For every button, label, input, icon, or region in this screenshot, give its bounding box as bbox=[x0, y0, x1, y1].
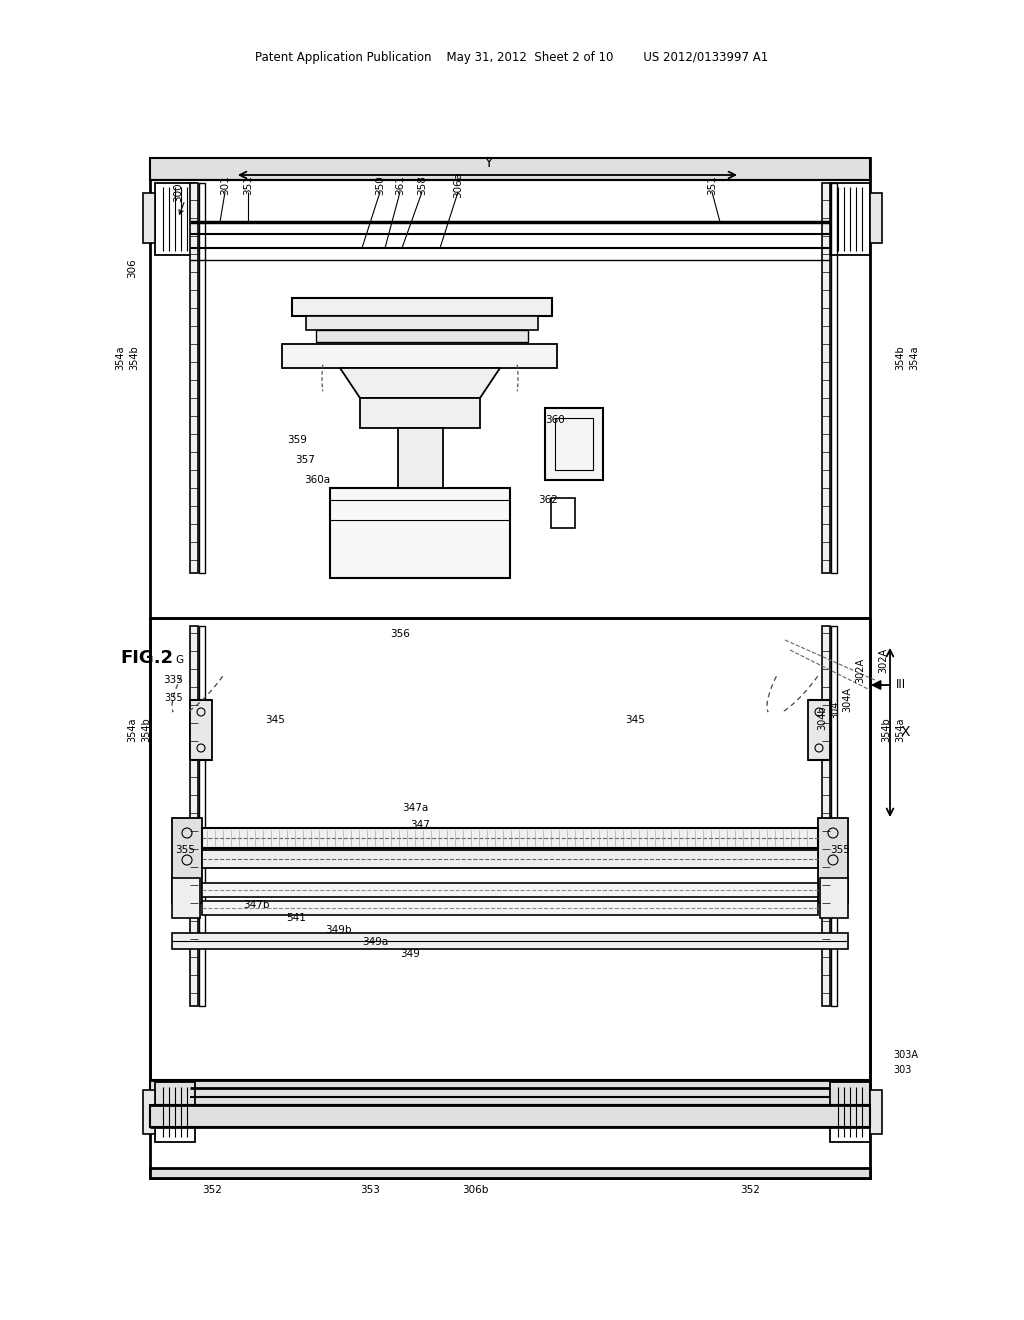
Bar bbox=[199, 183, 205, 573]
Text: X: X bbox=[900, 725, 909, 739]
Text: 354a: 354a bbox=[115, 346, 125, 370]
Text: 347: 347 bbox=[410, 820, 430, 830]
Text: 306a: 306a bbox=[453, 172, 463, 198]
Text: 306: 306 bbox=[127, 259, 137, 279]
Bar bbox=[202, 902, 818, 915]
Text: 358: 358 bbox=[417, 176, 427, 195]
Text: 300: 300 bbox=[173, 182, 183, 202]
Bar bbox=[150, 618, 870, 1119]
Bar bbox=[143, 193, 155, 243]
Bar bbox=[202, 828, 818, 847]
Text: 304b: 304b bbox=[817, 706, 827, 730]
Text: 354a: 354a bbox=[127, 718, 137, 742]
Text: 354b: 354b bbox=[895, 346, 905, 371]
Bar bbox=[150, 1105, 870, 1127]
Text: 355: 355 bbox=[165, 693, 183, 704]
Text: 355: 355 bbox=[830, 845, 850, 855]
Bar bbox=[202, 850, 818, 869]
Text: 354b: 354b bbox=[129, 346, 139, 371]
Text: 353: 353 bbox=[360, 1185, 380, 1195]
Bar bbox=[172, 933, 848, 949]
Bar bbox=[190, 626, 198, 1006]
Text: III: III bbox=[896, 678, 906, 692]
Bar bbox=[190, 183, 198, 573]
Text: 302A: 302A bbox=[878, 647, 888, 673]
Text: 302A: 302A bbox=[855, 657, 865, 682]
Text: 349: 349 bbox=[400, 949, 420, 960]
Text: 349b: 349b bbox=[325, 925, 351, 935]
Bar bbox=[551, 498, 575, 528]
Text: 350: 350 bbox=[375, 176, 385, 195]
Bar bbox=[155, 183, 195, 255]
Bar bbox=[870, 1090, 882, 1134]
Bar bbox=[292, 298, 552, 315]
Bar bbox=[330, 488, 510, 578]
Text: 352: 352 bbox=[202, 1185, 222, 1195]
Text: 347a: 347a bbox=[401, 803, 428, 813]
Text: 352: 352 bbox=[740, 1185, 760, 1195]
Bar bbox=[150, 1168, 870, 1177]
Text: 357: 357 bbox=[295, 455, 315, 465]
Text: 303: 303 bbox=[893, 1065, 911, 1074]
Text: 356: 356 bbox=[390, 630, 410, 639]
Text: 354b: 354b bbox=[881, 718, 891, 742]
Bar bbox=[831, 183, 837, 573]
Bar bbox=[360, 399, 480, 428]
Bar bbox=[202, 883, 818, 898]
Bar bbox=[143, 1090, 155, 1134]
Bar bbox=[150, 1080, 870, 1105]
Text: 359: 359 bbox=[287, 436, 307, 445]
Bar bbox=[190, 700, 212, 760]
Bar bbox=[316, 330, 528, 342]
Text: 354a: 354a bbox=[909, 346, 919, 370]
Text: G: G bbox=[175, 655, 183, 665]
Bar bbox=[822, 626, 830, 1006]
Text: 345: 345 bbox=[625, 715, 645, 725]
Bar bbox=[199, 626, 205, 1006]
Text: 361: 361 bbox=[395, 176, 406, 195]
Bar bbox=[818, 818, 848, 903]
Text: Patent Application Publication    May 31, 2012  Sheet 2 of 10        US 2012/013: Patent Application Publication May 31, 2… bbox=[255, 50, 769, 63]
Bar bbox=[150, 158, 870, 1177]
Polygon shape bbox=[340, 368, 500, 399]
Text: 362: 362 bbox=[538, 495, 558, 506]
Bar bbox=[155, 1082, 195, 1142]
Bar bbox=[555, 418, 593, 470]
Text: FIG.2: FIG.2 bbox=[120, 649, 173, 667]
Bar bbox=[831, 626, 837, 1006]
Text: 345: 345 bbox=[265, 715, 285, 725]
Text: 360a: 360a bbox=[304, 475, 330, 484]
Text: 306b: 306b bbox=[462, 1185, 488, 1195]
Bar bbox=[870, 193, 882, 243]
Bar bbox=[822, 183, 830, 573]
Text: Y: Y bbox=[483, 156, 493, 170]
Text: 541: 541 bbox=[286, 913, 306, 923]
Text: 355: 355 bbox=[175, 845, 195, 855]
Bar bbox=[830, 1082, 870, 1142]
Bar bbox=[398, 428, 443, 488]
Text: 351: 351 bbox=[243, 176, 253, 195]
Bar bbox=[808, 700, 830, 760]
Text: 301: 301 bbox=[220, 176, 230, 195]
Text: 304: 304 bbox=[830, 701, 840, 719]
Text: 351: 351 bbox=[707, 176, 717, 195]
Text: 349a: 349a bbox=[361, 937, 388, 946]
Text: 360: 360 bbox=[545, 414, 565, 425]
Text: 335: 335 bbox=[163, 675, 183, 685]
Text: 304A: 304A bbox=[842, 688, 852, 713]
Bar bbox=[545, 408, 603, 480]
Bar bbox=[830, 183, 870, 255]
Bar bbox=[306, 315, 538, 330]
Text: 354b: 354b bbox=[141, 718, 151, 742]
Text: 303A: 303A bbox=[893, 1049, 918, 1060]
Text: 347b: 347b bbox=[243, 900, 269, 909]
Bar bbox=[172, 878, 200, 917]
Bar bbox=[150, 158, 870, 180]
Text: 354a: 354a bbox=[895, 718, 905, 742]
Bar bbox=[282, 345, 557, 368]
Bar bbox=[172, 818, 202, 903]
Bar bbox=[820, 878, 848, 917]
